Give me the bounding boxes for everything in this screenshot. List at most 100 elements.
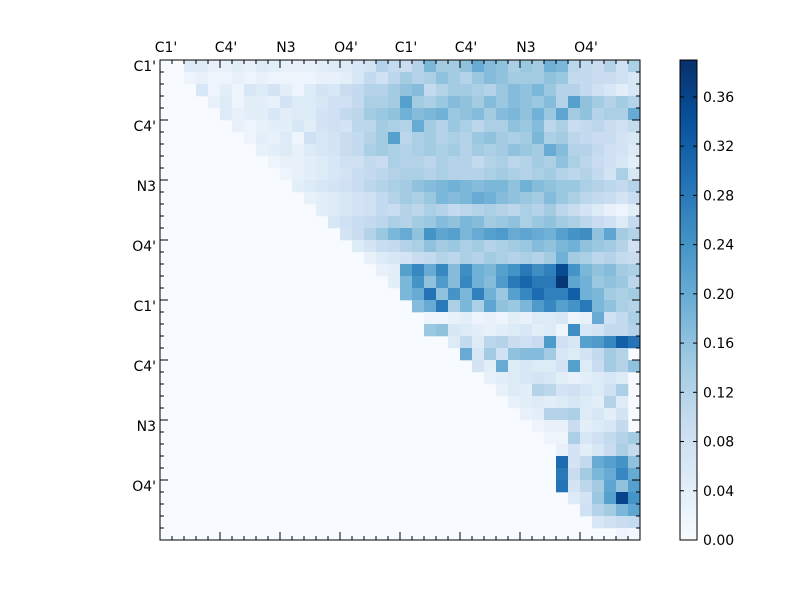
heatmap-cell [472,156,485,169]
heatmap-cell [352,120,365,133]
heatmap-cell [388,156,401,169]
heatmap-cell [448,228,461,241]
heatmap-cell [592,192,605,205]
heatmap-cell [616,156,629,169]
heatmap-cell [592,96,605,109]
heatmap-cell [544,288,557,301]
heatmap-cell [304,72,317,85]
heatmap-cell [388,264,401,277]
heatmap-cell [496,60,509,73]
heatmap-cell [472,300,485,313]
heatmap-cell [376,168,389,181]
heatmap-cell [520,324,533,337]
heatmap-cell [556,252,569,265]
heatmap-cell [508,264,521,277]
heatmap-cell [628,360,641,373]
heatmap-cell [472,240,485,253]
heatmap-cell [376,132,389,145]
heatmap-cell [628,216,641,229]
heatmap-cell [364,192,377,205]
heatmap-cell [352,216,365,229]
heatmap-cell [508,336,521,349]
heatmap-cell [604,96,617,109]
heatmap-cell [340,84,353,97]
heatmap-cell [628,516,641,529]
heatmap-cell [280,156,293,169]
x-tick-label: N3 [276,40,295,56]
heatmap-cell [520,96,533,109]
heatmap-cell [532,216,545,229]
heatmap-cell [268,120,281,133]
heatmap-cell [472,252,485,265]
heatmap-cell [424,168,437,181]
heatmap-cell [532,84,545,97]
heatmap-cell [292,168,305,181]
heatmap-cell [568,480,581,493]
y-tick-label: O4' [132,239,156,255]
heatmap-cell [592,468,605,481]
heatmap-cell [628,120,641,133]
heatmap-cell [604,180,617,193]
heatmap-cell [592,444,605,457]
heatmap-cell [520,408,533,421]
heatmap-cell [520,360,533,373]
heatmap-cell [220,96,233,109]
heatmap-cell [556,456,569,469]
heatmap-cell [496,180,509,193]
heatmap-cell [544,276,557,289]
heatmap-cell [424,324,437,337]
heatmap-cell [196,84,209,97]
heatmap-cell [616,360,629,373]
heatmap-cell [580,276,593,289]
heatmap-cell [616,108,629,121]
heatmap-cell [568,144,581,157]
heatmap-cell [496,360,509,373]
heatmap-cell [628,264,641,277]
heatmap-cell [436,204,449,217]
heatmap-cell [388,96,401,109]
heatmap-cell [256,84,269,97]
heatmap-cell [520,276,533,289]
heatmap-cell [592,456,605,469]
heatmap-cell [592,432,605,445]
heatmap-cell [604,432,617,445]
heatmap-cell [604,492,617,505]
heatmap-cell [448,96,461,109]
heatmap-cell [616,444,629,457]
heatmap-cell [556,324,569,337]
heatmap-cell [292,156,305,169]
heatmap-cell [568,192,581,205]
heatmap-cell [592,516,605,529]
heatmap-cell [328,60,341,73]
heatmap-cell [376,228,389,241]
heatmap-cell [436,216,449,229]
heatmap-cell [364,60,377,73]
heatmap-cell [352,132,365,145]
heatmap-cell [448,156,461,169]
heatmap-cell [532,252,545,265]
heatmap-cell [256,96,269,109]
heatmap-cell [544,144,557,157]
heatmap-cell [616,264,629,277]
heatmap-cell [340,192,353,205]
heatmap-cell [400,288,413,301]
heatmap-cell [580,264,593,277]
heatmap-cell [412,288,425,301]
heatmap-cell [220,72,233,85]
heatmap-cell [592,288,605,301]
heatmap-cell [472,204,485,217]
heatmap-cell [628,168,641,181]
heatmap-cell [472,360,485,373]
heatmap-cell [448,324,461,337]
y-tick-label: N3 [137,179,156,195]
heatmap-cell [472,336,485,349]
heatmap-cell [556,168,569,181]
heatmap-cell [508,228,521,241]
heatmap-cell [616,336,629,349]
heatmap-cell [364,108,377,121]
heatmap-cell [436,252,449,265]
heatmap-cell [472,96,485,109]
heatmap-cell [580,144,593,157]
heatmap-cell [508,72,521,85]
heatmap-cell [532,108,545,121]
